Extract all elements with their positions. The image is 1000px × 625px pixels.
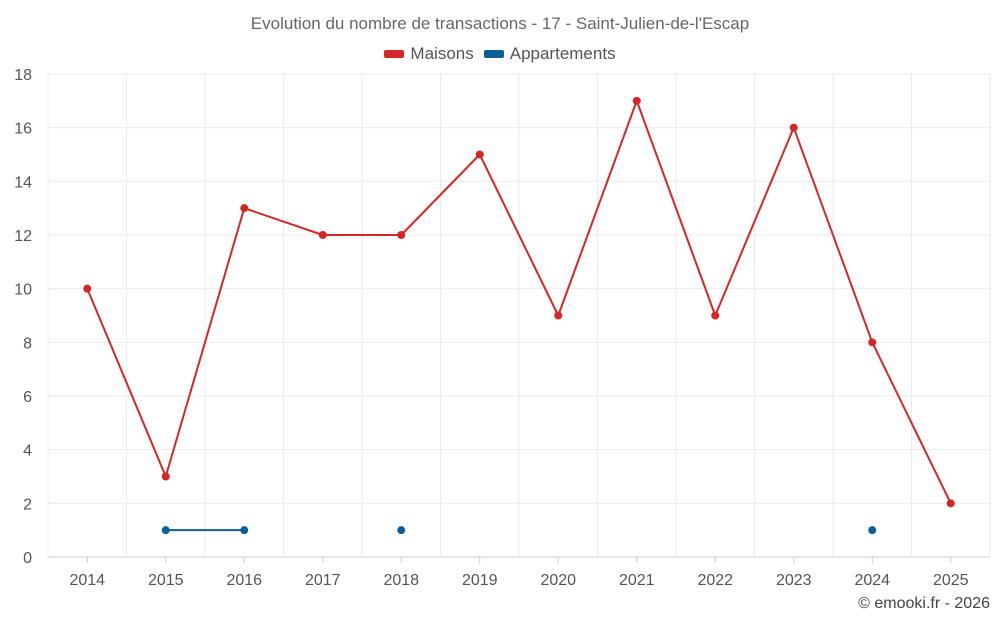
data-point-maisons xyxy=(240,204,249,213)
series-line-maisons xyxy=(164,207,246,477)
data-point-maisons xyxy=(83,284,92,293)
legend-swatch-maisons xyxy=(384,50,405,58)
y-tick-label: 0 xyxy=(23,550,32,567)
data-point-appartements xyxy=(161,526,170,535)
x-tick-label: 2014 xyxy=(69,572,105,589)
y-tick-label: 8 xyxy=(23,335,32,352)
series-line-maisons xyxy=(871,341,952,504)
data-point-maisons xyxy=(946,499,955,508)
chart-legend: Maisons Appartements xyxy=(0,44,1000,64)
series-line-maisons xyxy=(557,100,638,316)
legend-item-appartements[interactable]: Appartements xyxy=(483,44,616,64)
data-point-maisons xyxy=(397,231,406,239)
legend-label-appartements: Appartements xyxy=(509,44,616,63)
x-tick-label: 2015 xyxy=(148,572,184,589)
x-tick-label: 2020 xyxy=(540,572,576,589)
x-tick-label: 2017 xyxy=(305,572,341,589)
data-point-maisons xyxy=(318,231,327,239)
series-line-maisons xyxy=(478,154,560,316)
legend-swatch-appartements xyxy=(483,50,504,58)
chart-title: Evolution du nombre de transactions - 17… xyxy=(250,14,750,33)
data-point-maisons xyxy=(475,150,484,159)
y-tick-label: 4 xyxy=(23,443,32,460)
data-point-appartements xyxy=(397,526,406,535)
x-tick-label: 2021 xyxy=(619,572,655,589)
y-tick-label: 18 xyxy=(14,67,32,84)
series-line-maisons xyxy=(714,127,795,316)
y-tick-label: 2 xyxy=(23,496,32,513)
x-tick-label: 2024 xyxy=(854,572,890,589)
data-point-maisons xyxy=(161,472,170,481)
series-line-maisons xyxy=(635,100,717,316)
x-tick-label: 2023 xyxy=(776,572,812,589)
data-point-maisons xyxy=(711,311,720,320)
x-tick-label: 2019 xyxy=(462,572,498,589)
y-tick-label: 14 xyxy=(14,174,32,191)
y-tick-label: 16 xyxy=(14,121,32,138)
data-point-maisons xyxy=(554,311,563,320)
series-line-maisons xyxy=(400,153,481,236)
legend-label-maisons: Maisons xyxy=(410,44,474,63)
y-tick-label: 12 xyxy=(14,228,32,245)
x-tick-label: 2025 xyxy=(933,572,969,589)
credit-text: © emooki.fr - 2026 xyxy=(858,595,990,612)
data-point-appartements xyxy=(240,526,249,535)
x-tick-label: 2018 xyxy=(383,572,419,589)
legend-item-maisons[interactable]: Maisons xyxy=(384,44,474,64)
y-tick-label: 10 xyxy=(14,282,32,299)
data-point-maisons xyxy=(868,338,877,347)
series-line-maisons xyxy=(86,288,167,477)
data-point-maisons xyxy=(789,123,798,132)
x-tick-label: 2016 xyxy=(226,572,262,589)
y-tick-label: 6 xyxy=(23,389,32,406)
series-line-maisons xyxy=(792,127,874,343)
x-tick-label: 2022 xyxy=(697,572,733,589)
data-point-maisons xyxy=(632,96,641,105)
series-line-maisons xyxy=(243,207,324,236)
data-point-appartements xyxy=(868,526,877,535)
